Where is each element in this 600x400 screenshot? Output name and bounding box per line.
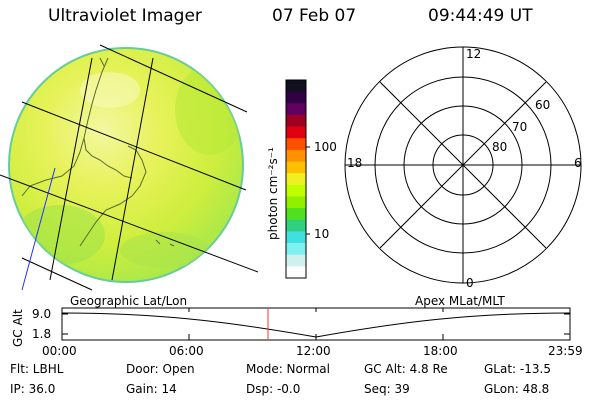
mode-info: Mode: Normal — [246, 362, 330, 376]
altitude-ytick-9: 9.0 — [32, 307, 52, 321]
xtick-0600: 06:00 — [169, 344, 204, 358]
colorbar-band — [286, 126, 306, 139]
gc-alt-info: GC Alt: 4.8 Re — [364, 362, 448, 376]
colorbar-band — [286, 184, 306, 197]
colorbar-band — [286, 161, 306, 174]
geographic-grid-lines — [0, 44, 259, 291]
observation-time: 09:44:49 UT — [428, 6, 533, 26]
colorbar-tick-100: 100 — [314, 140, 337, 154]
colorbar-band — [286, 266, 306, 279]
terminator-line — [21, 167, 56, 291]
instrument-title: Ultraviolet Imager — [48, 6, 202, 26]
colorbar — [285, 79, 310, 279]
colorbar-unit-label: photon cm⁻²s⁻¹ — [266, 147, 280, 240]
colorbar-band — [286, 196, 306, 209]
apex-label: Apex MLat/MLT — [415, 294, 505, 308]
colorbar-tick-10: 10 — [314, 227, 330, 241]
colorbar-band — [286, 254, 306, 267]
mlat-label-80: 80 — [492, 140, 508, 154]
colorbar-band — [286, 231, 306, 244]
mlt-label-6: 6 — [574, 156, 582, 170]
uv-image-disk — [0, 44, 259, 291]
xtick-2359: 23:59 — [548, 344, 583, 358]
polar-diagonal-2 — [379, 81, 547, 249]
filter-info: Flt: LBHL — [10, 362, 64, 376]
colorbar-band — [286, 243, 306, 256]
colorbar-band — [286, 114, 306, 128]
mlat-label-60: 60 — [535, 98, 551, 112]
altitude-ylabel: GC Alt — [11, 309, 25, 347]
altitude-plot — [61, 307, 571, 341]
mlt-label-18: 18 — [347, 156, 363, 170]
observation-date: 07 Feb 07 — [272, 6, 357, 26]
colorbar-band — [286, 80, 306, 93]
xtick-1800: 18:00 — [423, 344, 458, 358]
seq-info: Seq: 39 — [364, 382, 410, 396]
dsp-info: Dsp: -0.0 — [246, 382, 301, 396]
door-info: Door: Open — [126, 362, 195, 376]
polar-plot — [344, 46, 582, 284]
colorbar-band — [286, 149, 306, 163]
mlt-label-12: 12 — [466, 47, 482, 61]
ip-info: IP: 36.0 — [10, 382, 56, 396]
colorbar-band — [286, 138, 306, 151]
glat-info: GLat: -13.5 — [484, 362, 551, 376]
xtick-1200: 12:00 — [296, 344, 331, 358]
colorbar-band — [286, 103, 306, 116]
mlt-label-0: 0 — [466, 276, 474, 290]
xtick-0000: 00:00 — [42, 344, 77, 358]
colorbar-band — [286, 219, 306, 232]
mlat-label-70: 70 — [512, 120, 528, 134]
coastline-lines — [21, 57, 175, 247]
colorbar-band — [286, 173, 306, 186]
altitude-ytick-1-8: 1.8 — [32, 327, 52, 341]
gain-info: Gain: 14 — [126, 382, 177, 396]
colorbar-frame — [285, 79, 307, 279]
colorbar-band — [286, 208, 306, 221]
glon-info: GLon: 48.8 — [484, 382, 550, 396]
colorbar-band — [286, 91, 306, 104]
geographic-label: Geographic Lat/Lon — [70, 294, 188, 308]
altitude-curve — [61, 312, 571, 338]
